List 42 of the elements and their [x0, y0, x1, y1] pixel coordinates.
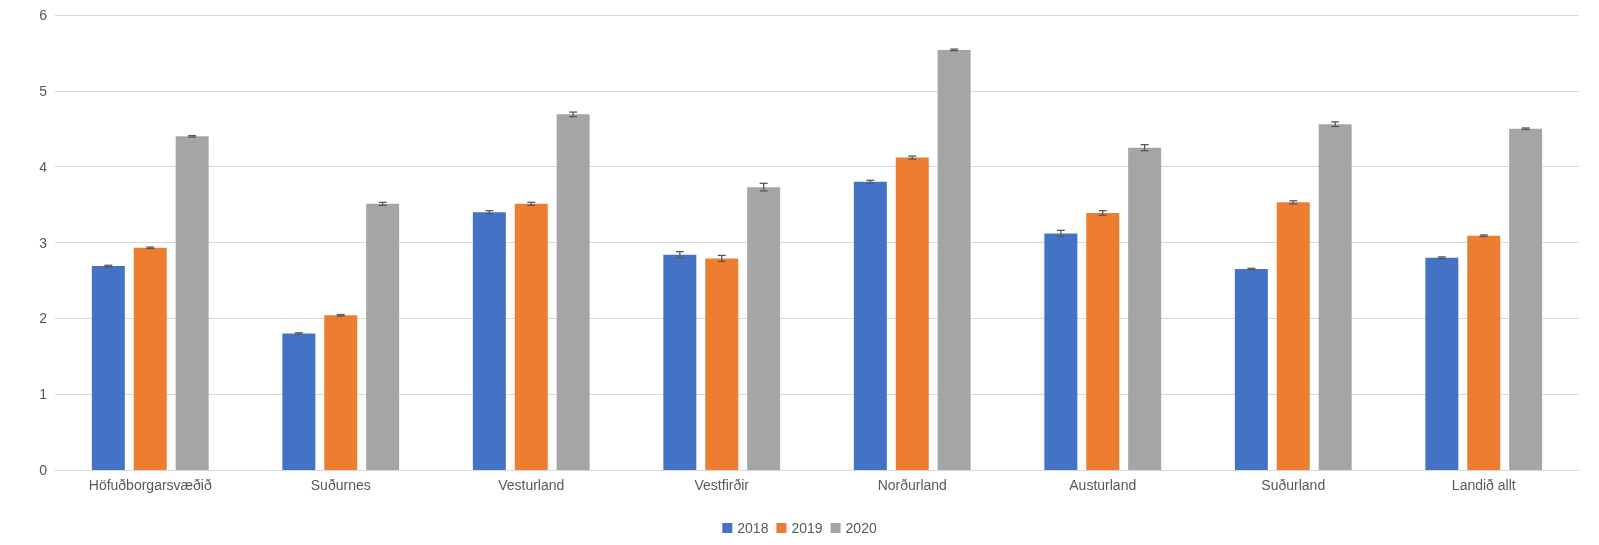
bar: [895, 157, 929, 470]
legend-label: 2018: [737, 520, 769, 536]
x-tick-label: Suðurland: [1261, 477, 1326, 493]
bar: [324, 315, 358, 470]
legend-label: 2020: [845, 520, 877, 536]
bar: [472, 212, 506, 470]
bar: [91, 266, 125, 470]
bar: [1086, 212, 1120, 470]
bar: [1318, 124, 1352, 470]
bar: [175, 136, 209, 470]
bar: [366, 203, 400, 470]
bar: [556, 114, 590, 470]
y-tick-label: 6: [39, 7, 48, 23]
bar: [133, 247, 167, 470]
y-tick-label: 2: [39, 310, 48, 327]
y-tick-label: 3: [39, 234, 48, 251]
x-tick-label: Vesturland: [498, 477, 565, 493]
y-tick-label: 5: [39, 82, 48, 99]
bar: [1234, 269, 1268, 470]
bar: [937, 49, 971, 470]
bar: [1276, 202, 1310, 470]
x-tick-label: Suðurnes: [310, 477, 371, 493]
bar: [514, 203, 548, 470]
bar: [747, 187, 781, 470]
y-tick-label: 0: [39, 462, 48, 478]
bar: [663, 254, 697, 470]
bar: [282, 333, 316, 470]
bar: [1044, 233, 1078, 470]
x-tick-label: Austurland: [1069, 477, 1137, 493]
legend-label: 2019: [791, 520, 823, 536]
x-tick-label: Norðurland: [877, 477, 947, 493]
x-tick-label: Vestfirðir: [694, 477, 750, 493]
bar: [1128, 147, 1162, 470]
x-tick-label: Höfuðborgarsvæðið: [88, 477, 212, 493]
bar: [1467, 235, 1501, 470]
bar: [705, 258, 739, 470]
bar: [853, 181, 887, 470]
y-tick-label: 4: [39, 158, 48, 175]
x-tick-label: Landið allt: [1451, 477, 1516, 493]
y-tick-label: 1: [39, 386, 48, 403]
bar: [1509, 128, 1543, 470]
bar: [1425, 257, 1459, 470]
